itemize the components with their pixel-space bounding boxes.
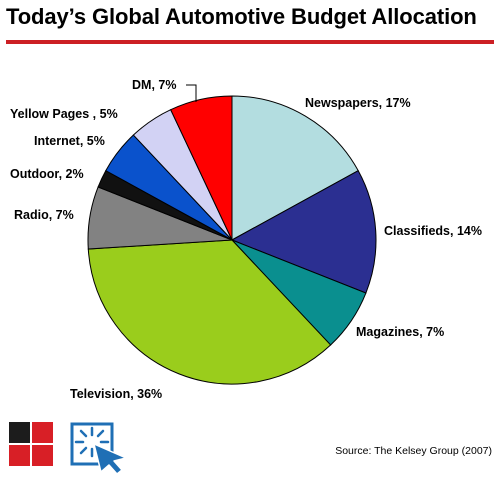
- pie-slice: [230, 169, 377, 294]
- page-title: Today’s Global Automotive Budget Allocat…: [6, 4, 477, 29]
- slice-label: Yellow Pages , 5%: [10, 107, 118, 121]
- pie-slice: [231, 95, 359, 241]
- pie-slice: [170, 95, 233, 241]
- logo-square-red: [32, 422, 53, 443]
- slice-label: Magazines, 7%: [356, 325, 444, 339]
- title-divider: [6, 40, 494, 44]
- slice-label: Television, 36%: [70, 387, 162, 401]
- logo-square-red: [9, 445, 30, 466]
- logo-square-black: [9, 422, 30, 443]
- label-leader-line: [186, 84, 197, 102]
- slice-label: Radio, 7%: [14, 208, 74, 222]
- slice-label: Classifieds, 14%: [384, 224, 482, 238]
- pie-slice: [87, 239, 332, 385]
- source-note: Source: The Kelsey Group (2007): [335, 445, 492, 457]
- logo-square-red: [32, 445, 53, 466]
- slice-label: Internet, 5%: [34, 134, 105, 148]
- red-black-squares-logo-icon: [9, 422, 53, 466]
- slice-label: Newspapers, 17%: [305, 96, 411, 110]
- slice-label: Outdoor, 2%: [10, 167, 84, 181]
- cursor-click-icon: [70, 422, 127, 475]
- slice-label: DM, 7%: [132, 78, 176, 92]
